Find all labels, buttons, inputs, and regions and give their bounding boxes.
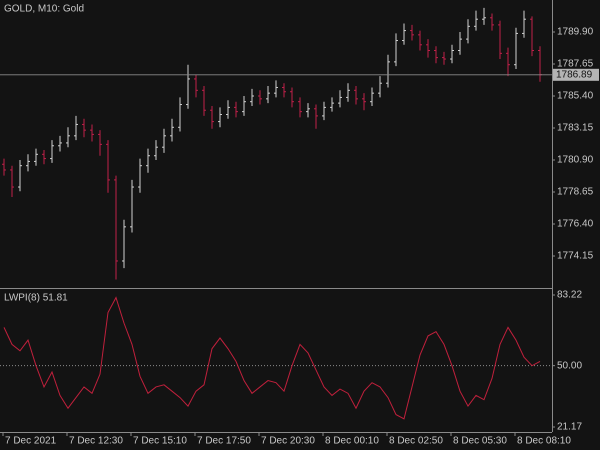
x-tick-label: 7 Dec 12:30 [69, 436, 123, 447]
chart-title: GOLD, M10: Gold [4, 4, 84, 15]
y-tick-label: 50.00 [557, 360, 582, 371]
y-tick-label: 1780.90 [557, 155, 594, 166]
current-price-box [553, 68, 599, 81]
y-tick-label: 1783.15 [557, 123, 594, 134]
x-tick-label: 7 Dec 20:30 [261, 436, 315, 447]
x-tick-label: 8 Dec 00:10 [325, 436, 379, 447]
current-price-label: 1786.89 [556, 69, 593, 80]
y-tick-label: 1776.40 [557, 219, 594, 230]
y-tick-label: 1778.65 [557, 187, 594, 198]
y-tick-label: 1774.15 [557, 251, 594, 262]
y-tick-label: 1785.40 [557, 91, 594, 102]
x-tick-label: 7 Dec 2021 [5, 436, 57, 447]
y-tick-label: 83.22 [557, 290, 582, 301]
x-tick-label: 8 Dec 05:30 [453, 436, 507, 447]
indicator-line [3, 296, 541, 420]
y-tick-label: 1789.90 [557, 27, 594, 38]
x-tick-label: 7 Dec 17:50 [197, 436, 251, 447]
x-tick-label: 7 Dec 15:10 [133, 436, 187, 447]
x-tick-label: 8 Dec 02:50 [389, 436, 443, 447]
x-tick-label: 8 Dec 08:10 [517, 436, 571, 447]
y-tick-label: 1787.65 [557, 59, 594, 70]
indicator-title: LWPI(8) 51.81 [4, 293, 68, 304]
y-tick-label: 21.17 [557, 422, 582, 433]
